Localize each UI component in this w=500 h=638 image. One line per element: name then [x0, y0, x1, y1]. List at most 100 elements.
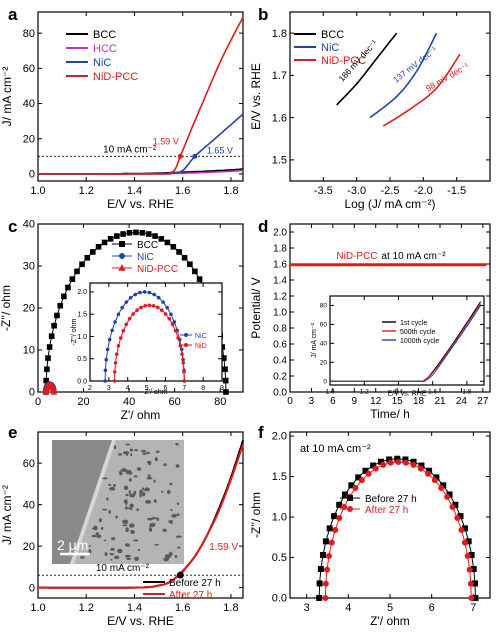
x-tick-label: 0 [35, 396, 41, 408]
x-tick-label: 1.4 [394, 389, 403, 396]
sem-pore [133, 490, 137, 496]
legend-entry: After 27 h [365, 505, 408, 516]
data-point [113, 320, 117, 324]
sem-pore [163, 463, 167, 467]
data-point [196, 276, 203, 282]
inset-legend-entry: 1st cycle [400, 320, 427, 327]
sem-pore [134, 556, 139, 561]
legend-entry: BCC [321, 29, 344, 41]
data-point [461, 539, 468, 546]
y-axis-label: Potential/ V [249, 277, 263, 338]
data-point [139, 305, 143, 310]
x-tick-label: 3 [107, 385, 111, 392]
sem-pore [106, 497, 109, 501]
y-tick-label: 1.5 [272, 155, 287, 167]
y-axis-label: E/V vs. RHE [249, 63, 263, 130]
annotation-label: at 10 mA cm⁻² [300, 443, 371, 455]
sem-pore [88, 545, 91, 548]
x-axis-label: E/V vs. RHE [107, 197, 174, 211]
y-tick-label: 1.7 [272, 70, 287, 82]
data-point [116, 312, 121, 317]
data-point [328, 539, 335, 546]
data-point [112, 370, 117, 374]
data-point [182, 379, 187, 383]
annotation-label: 1.65 V [207, 145, 233, 155]
x-axis-label: Z'/ ohm [144, 389, 167, 396]
data-point [143, 304, 147, 308]
sem-pore [161, 490, 164, 493]
sem-pore [154, 517, 159, 520]
data-point [346, 494, 353, 501]
data-point [410, 461, 417, 468]
x-tick-label: 1.6 [428, 389, 437, 396]
data-point [48, 333, 55, 340]
data-point [387, 459, 394, 466]
data-point [449, 503, 456, 510]
y-tick-label: 1.2 [273, 291, 287, 302]
data-point [438, 484, 445, 491]
data-point [120, 231, 126, 237]
x-tick-label: 20 [77, 396, 89, 408]
y-tick-label: 1.6 [272, 112, 287, 124]
y-tick-label: 0 [323, 378, 327, 385]
data-point [358, 477, 365, 484]
sem-pore [153, 479, 156, 483]
data-point [114, 352, 119, 356]
data-point [124, 300, 129, 304]
data-point [322, 538, 329, 545]
sem-pore [155, 450, 160, 453]
data-point [107, 236, 114, 242]
data-point [402, 459, 409, 466]
y-tick-label: 0.0 [273, 387, 287, 398]
y-tick-label: 0.5 [272, 552, 287, 564]
marker-point [177, 153, 183, 159]
sem-pore [113, 555, 120, 560]
x-tick-label: 18 [413, 396, 425, 407]
y-tick-label: 20 [320, 359, 328, 366]
x-tick-label: 6 [330, 396, 336, 407]
y-tick-label: 20 [23, 303, 35, 315]
sem-pore [139, 492, 142, 498]
annotation-label: 1.59 V [209, 542, 238, 553]
plot-frame [37, 431, 244, 599]
sem-pore [146, 476, 153, 480]
y-tick-label: 60 [23, 458, 35, 470]
y-tick-label: 1.0 [272, 512, 287, 524]
marker-point [176, 571, 184, 579]
data-point [145, 231, 152, 237]
sem-pore [98, 518, 102, 523]
sem-pore [149, 527, 153, 532]
x-tick-label: 7 [182, 385, 186, 392]
data-point [120, 305, 124, 310]
y-axis-label: J/ mA cm⁻² [0, 485, 14, 545]
data-point [159, 308, 164, 312]
data-point [121, 328, 126, 333]
sem-pore [130, 529, 135, 535]
data-point [65, 284, 71, 291]
data-point [147, 290, 152, 295]
data-point [322, 595, 329, 602]
y-axis-label: -Z''/ ohm [249, 492, 263, 538]
x-tick-label: 80 [214, 396, 226, 408]
sem-pore [103, 539, 107, 542]
x-tick-label: 1.6 [175, 602, 190, 614]
data-point [324, 566, 331, 573]
legend-entry: BCC [93, 29, 116, 41]
x-tick-label: 40 [123, 396, 135, 408]
sem-pore [153, 499, 157, 503]
x-tick-label: 15 [392, 396, 404, 407]
x-tick-label: 60 [169, 396, 181, 408]
sem-pore [177, 546, 181, 549]
x-axis-label: E/V vs. RHE [388, 391, 427, 398]
sem-pore [152, 516, 156, 520]
data-point [183, 342, 188, 347]
x-tick-label: 12 [370, 396, 382, 407]
data-point [183, 332, 188, 337]
data-point [135, 308, 139, 312]
data-point [110, 328, 114, 333]
data-point [138, 290, 142, 295]
sem-pore [175, 442, 179, 446]
sem-pore [91, 534, 98, 538]
data-point [395, 458, 402, 465]
x-tick-label: -2.0 [414, 185, 433, 197]
